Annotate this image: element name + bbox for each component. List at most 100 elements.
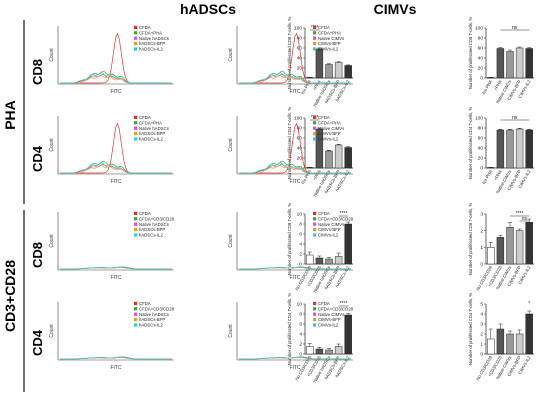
category-label: +PHA (312, 169, 322, 181)
row-label-cd8-cd3: CD8 (30, 242, 45, 268)
significance-label: ns (512, 115, 518, 121)
legend-entry: Native hADSCs (139, 36, 169, 41)
legend-swatch (134, 222, 138, 226)
bar (325, 64, 333, 79)
bar (506, 333, 514, 355)
legend-entry: CFDA+CD3/CD28 (139, 306, 175, 311)
column-title-cimvs: CIMVs (374, 1, 417, 17)
section-label-cd3-cd28: CD3+CD28 (2, 260, 18, 332)
legend-entry: hADSCs-BFP (139, 317, 165, 322)
histogram-ylabel: Count (228, 138, 234, 152)
histogram-xlabel: FITC (110, 89, 121, 95)
y-tick-label: 20 (297, 156, 303, 162)
legend-swatch (134, 233, 138, 237)
legend-entry: hADSCs-BFP (139, 41, 165, 46)
histogram-ylabel: Count (228, 48, 234, 62)
legend-swatch (313, 42, 317, 46)
histogram-ylabel: Count (49, 48, 55, 62)
legend-entry: CFDA+CD3/CD28 (139, 216, 175, 221)
bar-ylabel: Number of proliferated CD8 T-cells, % (287, 203, 292, 275)
legend-entry: Native hADSCs (139, 126, 169, 131)
bar (515, 230, 524, 265)
legend-entry: CFDA (139, 115, 151, 120)
legend-entry: CIMVs-BFP (318, 41, 341, 46)
bar (496, 328, 505, 355)
legend-entry: Native hADSCs (139, 312, 169, 317)
histogram-xlabel: FITC (110, 179, 121, 185)
legend-swatch (134, 137, 138, 141)
legend-swatch (134, 211, 138, 215)
histogram-xlabel: FITC (289, 365, 300, 371)
y-tick-label: 1 (480, 342, 483, 348)
significance-label: ns (512, 25, 518, 31)
y-tick-label: 40 (297, 146, 303, 152)
y-tick-label: 100 (475, 26, 483, 32)
bar (315, 48, 324, 79)
legend-swatch (134, 121, 138, 125)
legend-swatch (313, 222, 317, 226)
histogram-xlabel: FITC (110, 365, 121, 371)
legend-entry: hADSCs-BFP (139, 227, 165, 232)
legend-entry: hADSCs-IL2 (139, 233, 163, 238)
legend-swatch (313, 121, 317, 125)
bar (506, 129, 514, 169)
legend-entry: CFDA+PHA (318, 120, 341, 125)
bar (325, 258, 333, 265)
y-tick-label: 0 (299, 262, 302, 268)
legend-entry: CFDA (318, 211, 330, 216)
legend-swatch (313, 132, 317, 136)
bar (487, 247, 495, 265)
significance-label: **** (340, 301, 348, 307)
histogram-curve-cfda-pha (239, 70, 351, 84)
legend-entry: hADSCs-BFP (139, 131, 165, 136)
y-tick-label: 80 (478, 36, 484, 42)
y-tick-label: 0 (299, 352, 302, 358)
y-tick-label: 80 (297, 126, 303, 132)
y-tick-label: 3 (480, 212, 483, 218)
legend-swatch (134, 47, 138, 51)
y-tick-label: 0 (480, 166, 483, 172)
legend-swatch (313, 323, 317, 327)
legend-entry: CIMVs-IL2 (318, 233, 339, 238)
y-tick-label: 20 (478, 156, 484, 162)
legend-entry: CFDA (318, 115, 330, 120)
bar (525, 129, 533, 169)
histogram-curve-cimvs-il2 (239, 266, 351, 270)
legend-entry: Native hADSCs (139, 222, 169, 227)
legend-swatch (134, 31, 138, 35)
y-tick-label: 2 (480, 228, 483, 234)
y-tick-label: 80 (297, 36, 303, 42)
row-label-cd4-pha: CD4 (30, 145, 45, 172)
legend-swatch (134, 132, 138, 136)
significance-label: **** (516, 211, 524, 217)
bar (515, 128, 524, 169)
bar (325, 150, 333, 169)
bar-ylabel: Number of proliferated CD8 T-cells, % (468, 203, 473, 275)
legend-swatch (134, 42, 138, 46)
bar (344, 65, 352, 79)
bar (506, 227, 514, 265)
legend-swatch (313, 211, 317, 215)
legend-entry: CFDA (139, 301, 151, 306)
bar (496, 129, 505, 169)
bar (306, 254, 314, 265)
bar (506, 51, 514, 79)
bar-ylabel: Number of proliferated CD4 T-cells, % (287, 293, 292, 365)
y-tick-label: 5 (480, 302, 483, 308)
y-tick-label: 60 (478, 136, 484, 142)
bar (315, 257, 324, 265)
column-title-hadscs: hADSCs (180, 1, 236, 17)
legend-entry: CFDA+PHA (318, 30, 341, 35)
bar (344, 147, 352, 169)
legend-entry: Native CIMVs (318, 36, 344, 41)
row-label-cd4-cd3: CD4 (30, 329, 45, 356)
histogram-curve-cfda-pha (239, 160, 351, 174)
legend-swatch (134, 228, 138, 232)
y-tick-label: 2 (480, 332, 483, 338)
y-tick-label: 8 (299, 222, 302, 228)
bar (525, 222, 533, 265)
